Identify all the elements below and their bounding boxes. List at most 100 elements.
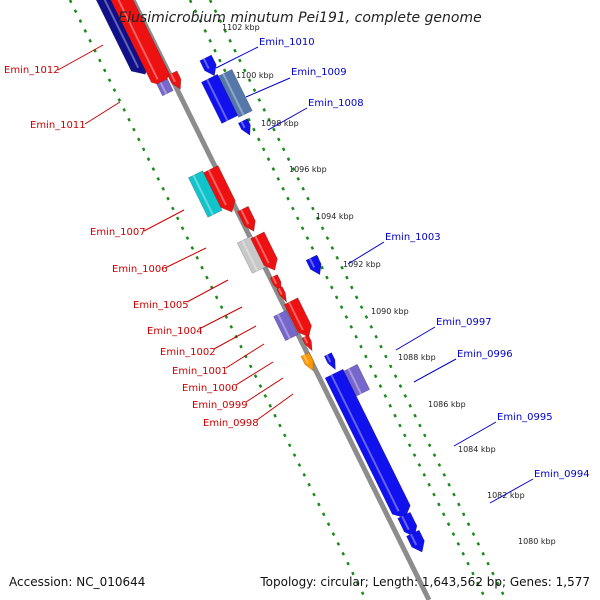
feature-emin-0995-shine bbox=[347, 368, 362, 395]
gene-label-left[interactable]: Emin_1000 bbox=[182, 383, 238, 394]
callout-line-right bbox=[245, 77, 291, 98]
gene-label-left[interactable]: Emin_1012 bbox=[4, 65, 60, 76]
feature-emin-0997-small-shine bbox=[325, 354, 332, 363]
feature-emin-1002-shine bbox=[288, 301, 304, 331]
feature-emin-1010-shine bbox=[202, 58, 210, 70]
callout-line-right bbox=[347, 241, 385, 265]
callout-line-left bbox=[57, 44, 104, 71]
inner-ruler-left bbox=[68, 0, 368, 600]
feature-emin-1007-shine bbox=[192, 174, 214, 216]
tick-label: 1088 kbp bbox=[398, 353, 436, 362]
callout-line-left bbox=[235, 361, 274, 386]
feature-emin-1005-shine bbox=[254, 235, 270, 264]
feature-emin-1011-b bbox=[167, 70, 182, 90]
gene-label-left[interactable]: Emin_1005 bbox=[133, 300, 189, 311]
tick-label: 1094 kbp bbox=[316, 212, 354, 221]
callout-line-left bbox=[225, 343, 265, 369]
tick-label: 1096 kbp bbox=[289, 165, 327, 174]
callout-line-left bbox=[256, 393, 294, 421]
feature-emin-1009-b bbox=[218, 68, 253, 118]
feature-emin-1003-small bbox=[276, 286, 288, 304]
feature-emin-1009-shine bbox=[206, 78, 229, 122]
feature-emin-0994-b bbox=[406, 529, 425, 553]
callout-line-left bbox=[213, 325, 257, 350]
feature-emin-1006-red bbox=[236, 205, 256, 232]
feature-emin-1006-red-shine bbox=[240, 209, 250, 225]
tick-label: 1100 kbp bbox=[236, 71, 274, 80]
callout-line-left bbox=[143, 209, 185, 232]
gene-callouts: Emin_1012 Emin_1011 Emin_1007 Emin_1006 Emin… bbox=[4, 37, 590, 504]
feature-emin-1009 bbox=[200, 73, 239, 124]
feature-emin-1009-b-shine bbox=[222, 73, 245, 116]
gene-label-left[interactable]: Emin_1002 bbox=[160, 347, 216, 358]
feature-emin-1002 bbox=[283, 297, 312, 338]
gene-label-right[interactable]: Emin_1008 bbox=[308, 98, 364, 109]
feature-emin-0999 bbox=[300, 352, 314, 372]
feature-emin-0994-b-shine bbox=[410, 533, 418, 546]
gene-label-left[interactable]: Emin_1004 bbox=[147, 326, 203, 337]
feature-emin-0995 bbox=[343, 363, 371, 397]
feature-emin-1004-shine bbox=[271, 276, 278, 285]
gene-label-left[interactable]: Emin_0999 bbox=[192, 400, 248, 411]
gene-label-left[interactable]: Emin_1011 bbox=[30, 120, 86, 131]
feature-emin-0999-shine bbox=[302, 354, 309, 364]
feature-emin-0996 bbox=[324, 368, 411, 519]
callout-line-left bbox=[164, 247, 207, 269]
feature-emin-1004 bbox=[269, 274, 282, 293]
feature-emin-1010 bbox=[199, 54, 217, 77]
outer-ruler bbox=[208, 0, 508, 600]
gene-label-right[interactable]: Emin_0995 bbox=[497, 412, 553, 423]
gene-label-left[interactable]: Emin_1001 bbox=[172, 366, 228, 377]
tick-label: 1082 kbp bbox=[487, 491, 525, 500]
accession-label: Accession: NC_010644 bbox=[9, 575, 145, 589]
gene-label-right[interactable]: Emin_1010 bbox=[259, 37, 315, 48]
feature-emin-1008-small-shine bbox=[240, 121, 246, 129]
feature-emin-1007 bbox=[187, 170, 223, 218]
tick-label: 1092 kbp bbox=[343, 260, 381, 269]
gene-label-right[interactable]: Emin_0997 bbox=[436, 317, 492, 328]
feature-emin-1003-shine bbox=[308, 258, 316, 268]
tick-label: 1090 kbp bbox=[371, 307, 409, 316]
callout-line-left bbox=[84, 101, 121, 125]
backbone bbox=[130, 0, 432, 600]
callout-line-left bbox=[245, 377, 284, 403]
callout-line-right bbox=[489, 478, 534, 504]
feature-emin-1011-b-shine bbox=[170, 73, 176, 83]
tick-label: 1102 kbp bbox=[222, 23, 260, 32]
feature-emin-1012-navy-shine bbox=[103, 0, 140, 69]
callout-line-right bbox=[453, 421, 497, 447]
feature-emin-1000-shine bbox=[303, 336, 309, 344]
feature-emin-0996-shine bbox=[330, 374, 400, 512]
callout-line-left bbox=[186, 279, 229, 303]
gene-label-right[interactable]: Emin_0994 bbox=[534, 469, 590, 480]
feature-emin-1001-shine bbox=[277, 313, 291, 339]
gene-label-left[interactable]: Emin_1007 bbox=[90, 227, 146, 238]
gene-label-right[interactable]: Emin_1009 bbox=[291, 67, 347, 78]
feature-emin-1007-b bbox=[203, 165, 236, 213]
chart-title: Elusimicrobium minutum Pei191, complete … bbox=[118, 10, 481, 26]
feature-emin-1011-shine bbox=[159, 81, 168, 95]
callout-line-right bbox=[395, 326, 436, 351]
feature-emin-0994-shine bbox=[401, 515, 410, 531]
gene-label-right[interactable]: Emin_1003 bbox=[385, 232, 441, 243]
feature-emin-1003-small-shine bbox=[277, 287, 283, 296]
feature-emin-1007-b-shine bbox=[207, 169, 227, 206]
tick-label: 1080 kbp bbox=[518, 537, 556, 546]
feature-emin-1001 bbox=[273, 309, 299, 342]
feature-emin-0994 bbox=[397, 511, 418, 538]
feature-emin-1000 bbox=[301, 334, 313, 352]
tick-label: 1084 kbp bbox=[458, 445, 496, 454]
gene-label-left[interactable]: Emin_1006 bbox=[112, 264, 168, 275]
backbone-line bbox=[130, 0, 432, 600]
feature-emin-1011 bbox=[156, 78, 174, 97]
callout-line-right bbox=[215, 46, 259, 69]
callout-line-left bbox=[200, 306, 243, 329]
gene-label-left[interactable]: Emin_0998 bbox=[203, 418, 259, 429]
feature-emin-1008-small bbox=[237, 118, 251, 136]
gene-label-right[interactable]: Emin_0996 bbox=[457, 349, 513, 360]
feature-emin-1003 bbox=[305, 254, 322, 276]
genome-summary: Topology: circular; Length: 1,643,562 bp… bbox=[259, 575, 590, 589]
feature-emin-1006-shine bbox=[241, 240, 259, 272]
tick-label: 1086 kbp bbox=[428, 400, 466, 409]
